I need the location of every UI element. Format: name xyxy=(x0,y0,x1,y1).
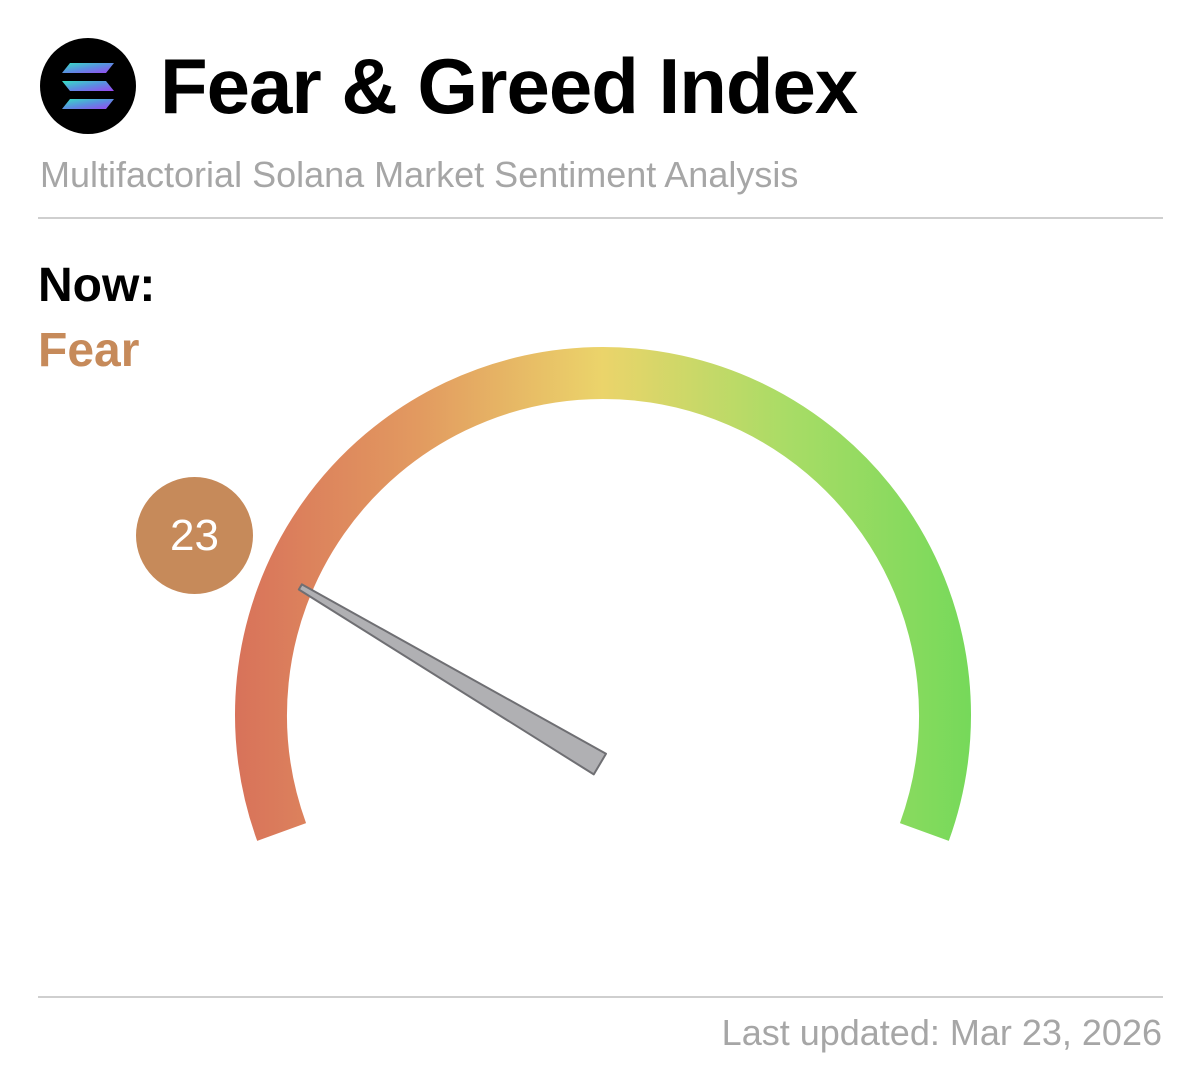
gauge-arc xyxy=(235,347,971,841)
gauge-needle xyxy=(297,583,607,776)
footer-divider xyxy=(38,996,1163,998)
header-divider xyxy=(38,217,1163,219)
sentiment-state: Fear xyxy=(38,324,140,377)
header: Fear & Greed Index xyxy=(40,38,858,134)
solana-logo-icon xyxy=(40,38,136,134)
page-subtitle: Multifactorial Solana Market Sentiment A… xyxy=(40,154,799,195)
page-title: Fear & Greed Index xyxy=(160,42,858,130)
value-badge: 23 xyxy=(136,477,253,594)
last-updated: Last updated: Mar 23, 2026 xyxy=(721,1012,1162,1053)
now-label: Now: xyxy=(38,259,156,312)
